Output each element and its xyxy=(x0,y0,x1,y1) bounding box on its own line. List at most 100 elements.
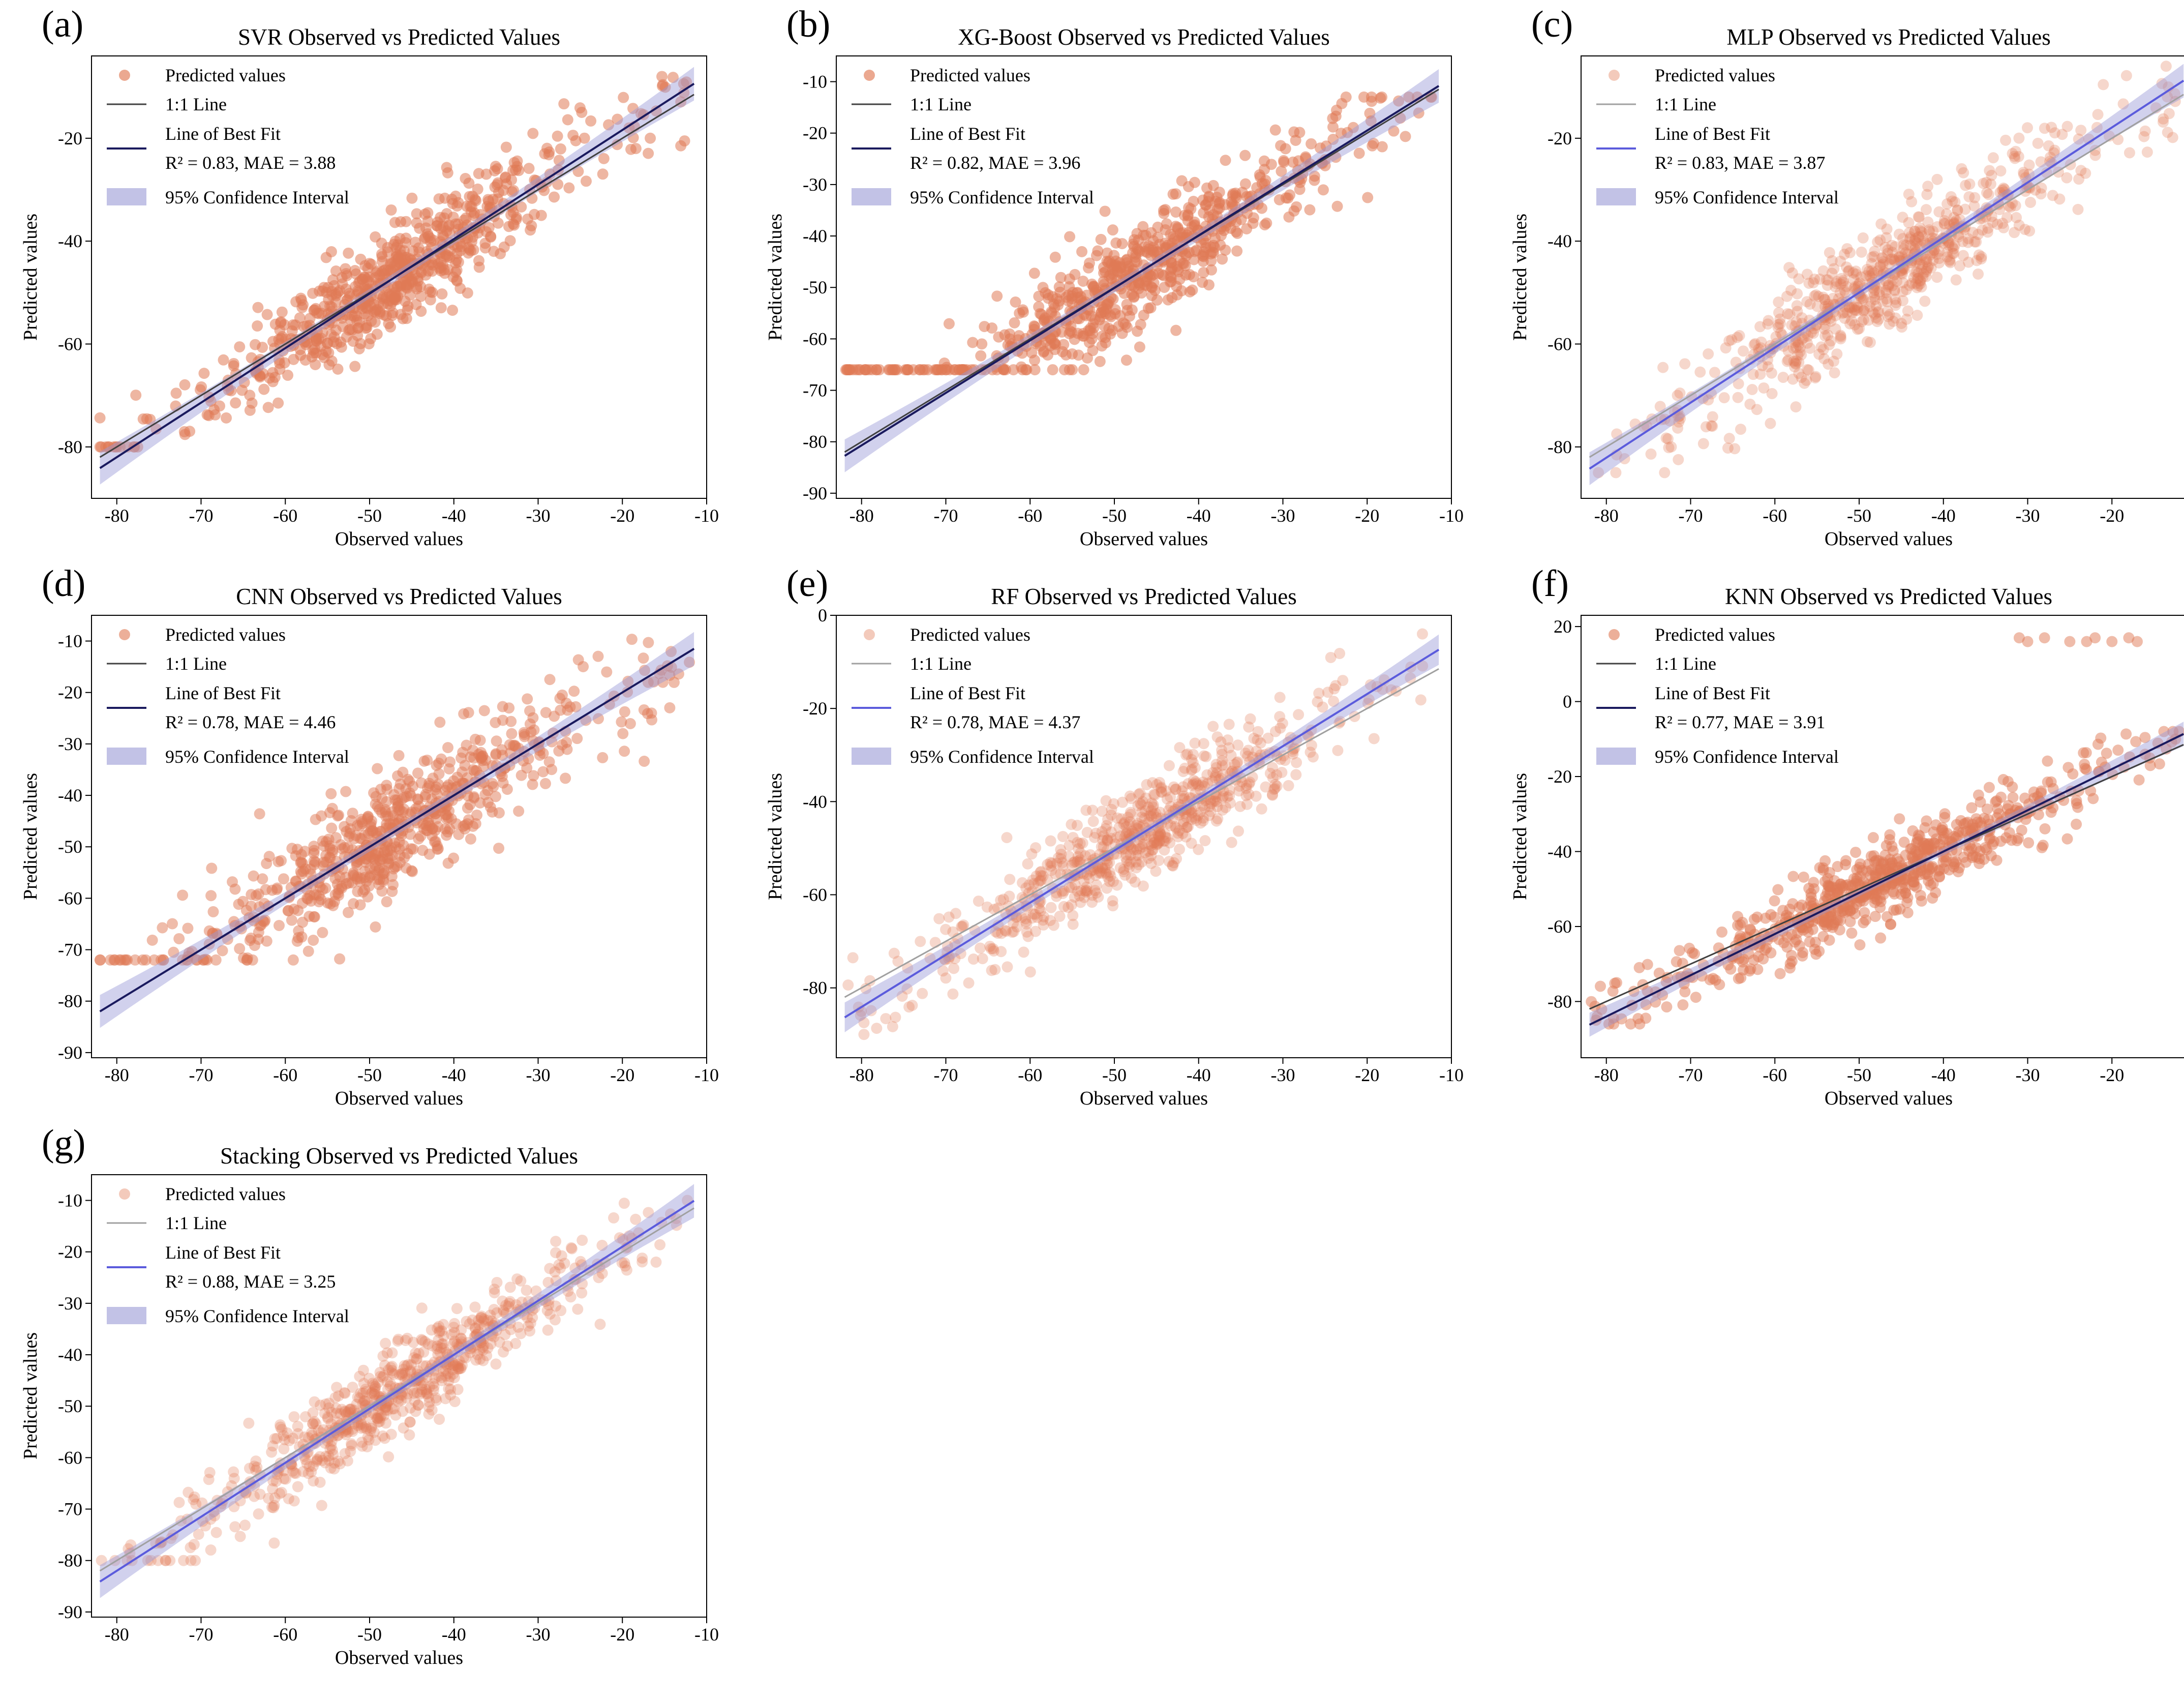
data-point xyxy=(1163,856,1175,868)
data-point xyxy=(1181,748,1193,760)
data-point xyxy=(214,400,226,412)
data-point xyxy=(468,210,479,221)
data-point xyxy=(1807,277,1819,289)
data-point xyxy=(1808,323,1820,335)
data-point xyxy=(188,1539,200,1550)
data-point xyxy=(1875,218,1887,230)
data-point xyxy=(1064,231,1076,243)
data-point xyxy=(1364,679,1376,691)
y-tick-label: -60 xyxy=(58,888,82,908)
data-point xyxy=(626,1233,638,1244)
data-point xyxy=(544,1263,556,1274)
data-point xyxy=(411,217,422,229)
data-point xyxy=(361,274,373,285)
data-point xyxy=(408,1352,420,1363)
data-point xyxy=(1066,859,1078,871)
data-point xyxy=(286,914,297,926)
y-tick-label: -40 xyxy=(803,791,827,812)
data-point xyxy=(1586,996,1597,1007)
data-point xyxy=(430,1392,442,1404)
data-point xyxy=(1167,859,1178,871)
data-point xyxy=(1801,337,1813,349)
data-point xyxy=(1250,790,1262,802)
data-point xyxy=(1028,267,1040,279)
data-point xyxy=(903,1001,915,1013)
data-point xyxy=(1913,231,1925,243)
data-point xyxy=(618,1198,630,1209)
legend-marker-ci xyxy=(1596,748,1636,765)
data-point xyxy=(405,1359,417,1370)
data-point xyxy=(1603,1018,1615,1030)
data-point xyxy=(967,953,979,965)
legend-predicted-values: Predicted values xyxy=(910,624,1030,645)
data-point xyxy=(1152,231,1164,243)
data-point xyxy=(234,943,246,955)
data-point xyxy=(1018,946,1029,958)
data-point xyxy=(1890,293,1901,305)
data-point xyxy=(1974,858,1985,870)
x-tick-label: -40 xyxy=(442,505,466,526)
data-point xyxy=(94,954,106,966)
data-point xyxy=(1197,812,1209,824)
data-point xyxy=(1987,217,1998,228)
data-point xyxy=(619,706,630,718)
data-point xyxy=(1973,228,1984,240)
data-point xyxy=(1938,217,1950,229)
data-point xyxy=(354,820,366,831)
data-point xyxy=(1159,844,1170,856)
data-point xyxy=(1886,253,1898,265)
data-point xyxy=(1140,229,1151,241)
data-point xyxy=(406,192,418,204)
data-point xyxy=(1867,307,1878,318)
x-axis-label: Observed values xyxy=(335,528,463,550)
y-axis-label: Predicted values xyxy=(20,773,41,900)
data-point xyxy=(475,1311,487,1323)
data-point xyxy=(555,1305,567,1317)
data-point xyxy=(1165,801,1176,813)
data-point xyxy=(1957,250,1969,261)
data-point xyxy=(297,1439,309,1450)
data-point xyxy=(1203,810,1215,821)
data-point xyxy=(1226,837,1237,848)
data-point xyxy=(1968,200,1980,212)
data-point xyxy=(1046,864,1057,876)
data-point xyxy=(1095,233,1107,245)
data-point xyxy=(434,1347,446,1358)
data-point xyxy=(1866,864,1878,876)
data-point xyxy=(1773,307,1784,318)
data-point xyxy=(1283,780,1294,791)
data-point xyxy=(1874,234,1886,246)
data-point xyxy=(1022,858,1034,870)
data-point xyxy=(1937,856,1949,868)
data-point xyxy=(1876,252,1888,263)
data-point xyxy=(1896,268,1908,280)
data-point xyxy=(1275,722,1286,734)
data-point xyxy=(510,1338,522,1350)
data-point xyxy=(2080,747,2092,759)
data-point xyxy=(1220,244,1231,256)
panel-label: (a) xyxy=(42,4,83,45)
data-point xyxy=(1944,255,1955,267)
data-point xyxy=(393,1369,405,1381)
data-point xyxy=(257,873,268,885)
data-point xyxy=(132,441,143,453)
legend-marker-ci xyxy=(1596,188,1636,205)
x-tick-label: -80 xyxy=(850,1065,874,1085)
data-point xyxy=(1962,236,1974,248)
data-point xyxy=(1124,816,1136,828)
data-point xyxy=(205,1544,217,1556)
data-point xyxy=(356,1437,368,1448)
data-point xyxy=(1897,212,1908,223)
data-point xyxy=(1197,277,1208,288)
data-point xyxy=(1047,291,1058,303)
data-point xyxy=(1927,232,1938,244)
data-point xyxy=(1153,855,1165,867)
x-tick-label: -10 xyxy=(694,505,719,526)
data-point xyxy=(1217,253,1228,265)
data-point xyxy=(1988,836,2000,847)
data-point xyxy=(436,1372,447,1384)
data-point xyxy=(1078,891,1090,903)
data-point xyxy=(1969,192,1981,203)
data-point xyxy=(1197,777,1209,788)
